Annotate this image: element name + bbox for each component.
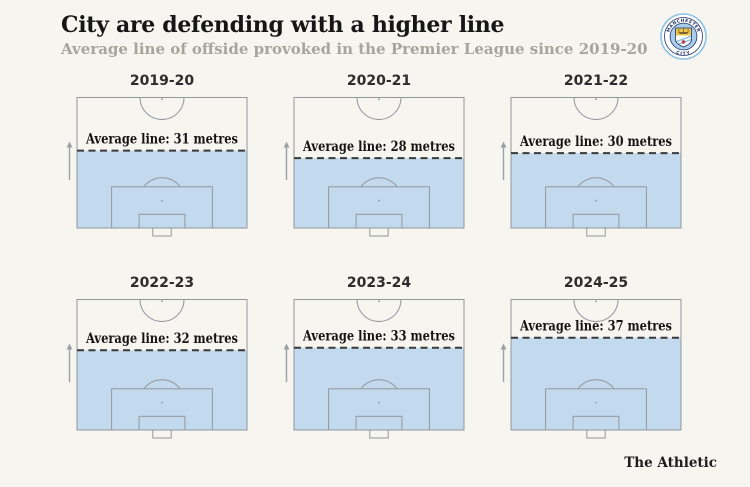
penalty-arc bbox=[577, 379, 615, 390]
brand-wordmark: The Athletic bbox=[624, 455, 717, 471]
centre-circle-arc bbox=[573, 97, 619, 120]
average-line-label: Average line: 28 metres bbox=[302, 139, 455, 155]
centre-circle-arc bbox=[139, 299, 185, 322]
penalty-arc bbox=[360, 379, 398, 390]
season-cell-2022-23: 2022-23 Average line: 32 metres bbox=[64, 274, 254, 451]
pitch-2021-22: Average line: 30 metres bbox=[500, 97, 682, 237]
pitch-2023-24: Average line: 33 metres bbox=[283, 299, 465, 439]
penalty-spot bbox=[378, 199, 380, 202]
penalty-arc bbox=[143, 177, 181, 188]
page-title: City are defending with a higher line bbox=[61, 12, 505, 38]
goal bbox=[369, 227, 389, 237]
pitch-2022-23: Average line: 32 metres bbox=[66, 299, 248, 439]
season-label: 2022-23 bbox=[129, 275, 195, 291]
defensive-zone-fill bbox=[511, 337, 681, 430]
centre-circle-arc bbox=[356, 97, 402, 120]
season-label: 2021-22 bbox=[563, 73, 629, 89]
defensive-zone-fill bbox=[77, 150, 247, 228]
goal bbox=[586, 429, 606, 439]
average-line-label: Average line: 33 metres bbox=[302, 329, 455, 345]
penalty-spot bbox=[378, 401, 380, 404]
average-line-label: Average line: 32 metres bbox=[85, 331, 238, 347]
penalty-arc bbox=[577, 177, 615, 188]
crest-shield-outline bbox=[675, 27, 692, 48]
arrow-head-icon bbox=[66, 343, 73, 350]
average-line-label: Average line: 31 metres bbox=[85, 132, 238, 148]
defensive-zone-fill bbox=[77, 350, 247, 430]
pitch-2020-21: Average line: 28 metres bbox=[283, 97, 465, 237]
centre-spot bbox=[161, 98, 163, 101]
crest-text-bottom: CITY bbox=[675, 50, 691, 57]
penalty-spot bbox=[161, 199, 163, 202]
centre-spot bbox=[595, 300, 597, 303]
penalty-arc bbox=[360, 177, 398, 188]
season-cell-2023-24: 2023-24 Average line: 33 metres bbox=[281, 274, 471, 451]
defensive-zone-fill bbox=[294, 158, 464, 228]
pitch-2024-25: Average line: 37 metres bbox=[500, 299, 682, 439]
penalty-spot bbox=[161, 401, 163, 404]
centre-spot bbox=[595, 98, 597, 101]
season-label: 2024-25 bbox=[563, 275, 629, 291]
season-cell-2024-25: 2024-25 Average line: 37 metres bbox=[498, 274, 688, 451]
penalty-spot bbox=[595, 199, 597, 202]
centre-circle-arc bbox=[356, 299, 402, 322]
goal bbox=[152, 227, 172, 237]
penalty-spot bbox=[595, 401, 597, 404]
centre-spot bbox=[378, 98, 380, 101]
season-cell-2019-20: 2019-20 Average line: 31 metres bbox=[64, 72, 254, 249]
centre-circle-arc bbox=[139, 97, 185, 120]
arrow-head-icon bbox=[66, 141, 73, 148]
arrow-head-icon bbox=[283, 141, 290, 148]
goal bbox=[152, 429, 172, 439]
centre-spot bbox=[161, 300, 163, 303]
goal bbox=[369, 429, 389, 439]
pitch-2019-20: Average line: 31 metres bbox=[66, 97, 248, 237]
page-subtitle: Average line of offside provoked in the … bbox=[61, 40, 648, 58]
arrow-head-icon bbox=[500, 343, 507, 350]
goal bbox=[586, 227, 606, 237]
arrow-head-icon bbox=[283, 343, 290, 350]
centre-circle-arc bbox=[573, 299, 619, 322]
season-label: 2019-20 bbox=[129, 73, 195, 89]
centre-spot bbox=[378, 300, 380, 303]
season-label: 2020-21 bbox=[346, 73, 412, 89]
defensive-zone-fill bbox=[511, 153, 681, 228]
man-city-crest-icon: MANCHESTER CITY bbox=[660, 13, 707, 60]
average-line-label: Average line: 37 metres bbox=[519, 319, 672, 335]
average-line-label: Average line: 30 metres bbox=[519, 134, 672, 150]
season-label: 2023-24 bbox=[346, 275, 412, 291]
arrow-head-icon bbox=[500, 141, 507, 148]
season-cell-2021-22: 2021-22 Average line: 30 metres bbox=[498, 72, 688, 249]
penalty-arc bbox=[143, 379, 181, 390]
season-cell-2020-21: 2020-21 Average line: 28 metres bbox=[281, 72, 471, 249]
